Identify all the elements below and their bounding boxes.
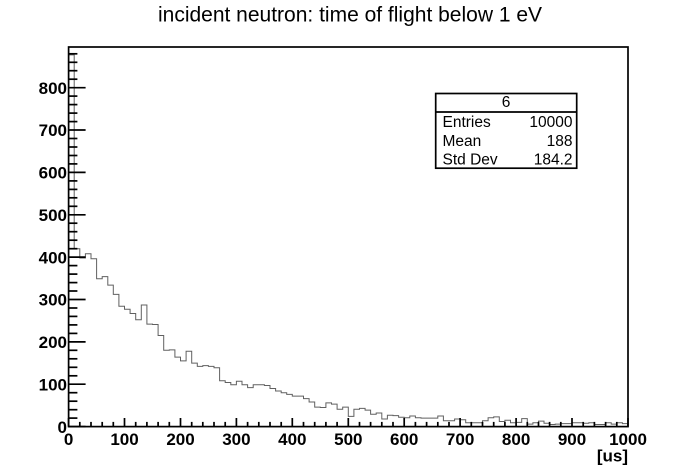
svg-text:700: 700 <box>39 121 67 140</box>
svg-text:500: 500 <box>39 206 67 225</box>
svg-text:600: 600 <box>39 164 67 183</box>
svg-text:incident neutron: time of flig: incident neutron: time of flight below 1… <box>158 4 542 27</box>
svg-text:100: 100 <box>110 430 138 449</box>
svg-text:Std Dev: Std Dev <box>443 152 498 169</box>
svg-text:6: 6 <box>502 94 511 111</box>
svg-text:800: 800 <box>502 430 530 449</box>
svg-text:300: 300 <box>39 291 67 310</box>
svg-text:400: 400 <box>278 430 306 449</box>
svg-text:[us]: [us] <box>597 447 628 466</box>
svg-text:300: 300 <box>222 430 250 449</box>
svg-text:400: 400 <box>39 248 67 267</box>
svg-text:800: 800 <box>39 79 67 98</box>
svg-text:500: 500 <box>334 430 362 449</box>
svg-text:900: 900 <box>558 430 586 449</box>
svg-text:0: 0 <box>58 418 67 437</box>
svg-text:200: 200 <box>39 333 67 352</box>
svg-text:184.2: 184.2 <box>534 152 573 169</box>
svg-text:700: 700 <box>446 430 474 449</box>
svg-text:10000: 10000 <box>529 114 572 131</box>
svg-text:188: 188 <box>547 133 573 150</box>
svg-text:200: 200 <box>166 430 194 449</box>
svg-text:600: 600 <box>390 430 418 449</box>
svg-text:Entries: Entries <box>443 114 491 131</box>
svg-text:Mean: Mean <box>443 133 482 150</box>
svg-text:0: 0 <box>64 430 73 449</box>
svg-text:100: 100 <box>39 375 67 394</box>
svg-text:1000: 1000 <box>609 430 647 449</box>
